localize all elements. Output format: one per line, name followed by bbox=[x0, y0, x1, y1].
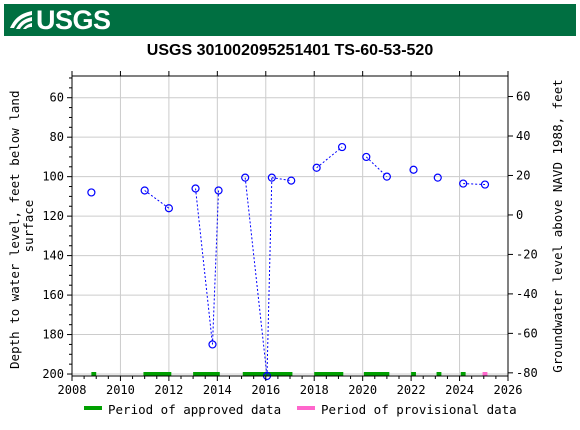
data-point bbox=[214, 186, 223, 195]
legend-approved-label: Period of approved data bbox=[108, 402, 281, 417]
data-point bbox=[409, 165, 418, 174]
data-point bbox=[241, 173, 250, 182]
y-axis-left-label-line-2: surface bbox=[21, 200, 36, 253]
chart-title: USGS 301002095251401 TS-60-53-520 bbox=[146, 42, 434, 59]
plot-frame bbox=[71, 75, 509, 377]
x-tick-label: 2010 bbox=[106, 383, 135, 397]
y-left-tick-label: 200 bbox=[42, 367, 64, 381]
approved-period-bar bbox=[91, 372, 97, 376]
data-point bbox=[208, 340, 217, 349]
series-segment bbox=[244, 177, 268, 377]
data-point bbox=[312, 163, 321, 172]
series-segment bbox=[365, 156, 388, 178]
series-segment bbox=[144, 190, 170, 209]
approved-period-bar bbox=[436, 372, 442, 376]
data-point bbox=[337, 142, 347, 152]
x-axis-ticks: 2008 2010 2012 2014 2016 2018 2020 2022 2024 2026 bbox=[58, 71, 523, 397]
data-point bbox=[382, 172, 391, 181]
approved-period-bar bbox=[460, 372, 466, 376]
y-left-tick-label: 100 bbox=[42, 170, 64, 184]
y-axis-right-label: Groundwater level above NAVD 1988, feet bbox=[550, 79, 565, 373]
grid bbox=[71, 76, 509, 376]
y-right-tick-label: 0 bbox=[516, 208, 523, 222]
series-segment bbox=[316, 146, 343, 169]
approved-period-bar bbox=[193, 372, 220, 376]
x-tick-label: 2022 bbox=[397, 383, 426, 397]
data-point bbox=[433, 173, 442, 182]
x-tick-label: 2008 bbox=[58, 383, 87, 397]
data-point bbox=[459, 179, 468, 188]
approval-periods bbox=[91, 372, 488, 376]
x-tick-label: 2018 bbox=[300, 383, 329, 397]
usgs-wave-icon bbox=[10, 11, 32, 29]
approved-period-bar bbox=[411, 372, 416, 376]
y-right-tick-label: 40 bbox=[516, 129, 530, 143]
y-left-tick-label: 180 bbox=[42, 328, 64, 342]
y-left-tick-label: 140 bbox=[42, 249, 64, 263]
x-tick-label: 2012 bbox=[154, 383, 183, 397]
x-tick-label: 2020 bbox=[348, 383, 377, 397]
y-right-tick-label: -60 bbox=[516, 326, 538, 340]
approved-period-bar bbox=[143, 372, 172, 376]
data-point bbox=[267, 173, 276, 182]
y-left-tick-label: 60 bbox=[50, 91, 64, 105]
data-point bbox=[362, 152, 371, 162]
banner-bar bbox=[4, 4, 576, 36]
approved-period-bar bbox=[363, 372, 390, 376]
legend-provisional-swatch bbox=[297, 406, 315, 410]
provisional-period-bar bbox=[482, 372, 488, 376]
data-points bbox=[87, 142, 490, 381]
legend: Period of approved data Period of provis… bbox=[84, 402, 517, 417]
data-point bbox=[164, 204, 173, 213]
y-axis-left-label-line-1: Depth to water level, feet below land bbox=[7, 91, 22, 369]
y-axis-right-ticks: 60 40 20 0 -20 -40 -60 -80 bbox=[508, 90, 538, 380]
series-lines bbox=[144, 146, 486, 377]
y-left-tick-label: 80 bbox=[50, 130, 64, 144]
y-right-tick-label: -40 bbox=[516, 287, 538, 301]
y-axis-left-label: Depth to water level, feet below land su… bbox=[7, 83, 36, 369]
approved-period-bar bbox=[242, 372, 293, 376]
y-left-tick-label: 160 bbox=[42, 288, 64, 302]
y-right-tick-label: 60 bbox=[516, 90, 530, 104]
data-point bbox=[287, 176, 296, 185]
series-segment bbox=[266, 177, 273, 377]
x-tick-label: 2026 bbox=[494, 383, 523, 397]
y-right-tick-label: 20 bbox=[516, 168, 530, 182]
series-segment bbox=[211, 190, 220, 345]
approved-period-bar bbox=[314, 372, 344, 376]
data-point bbox=[87, 188, 96, 197]
data-point bbox=[191, 184, 200, 193]
y-right-tick-label: -20 bbox=[516, 247, 538, 261]
x-tick-label: 2016 bbox=[251, 383, 280, 397]
legend-approved-swatch bbox=[84, 406, 102, 410]
legend-provisional-label: Period of provisional data bbox=[321, 402, 517, 417]
data-point bbox=[140, 186, 149, 195]
x-tick-label: 2014 bbox=[203, 383, 232, 397]
y-axis-left-ticks: 60 80 100 120 140 160 180 200 bbox=[42, 77, 72, 381]
usgs-banner: USGS bbox=[0, 0, 580, 40]
usgs-logo[interactable]: USGS bbox=[8, 4, 111, 36]
x-tick-label: 2024 bbox=[445, 383, 474, 397]
y-left-tick-label: 120 bbox=[42, 209, 64, 223]
logo-text: USGS bbox=[36, 4, 111, 35]
y-right-tick-label: -80 bbox=[516, 366, 538, 380]
data-point bbox=[480, 180, 490, 189]
series-segment bbox=[195, 188, 213, 345]
